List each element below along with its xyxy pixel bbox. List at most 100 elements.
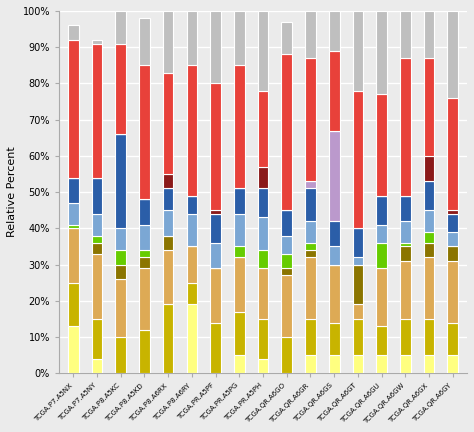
Bar: [329, 130, 339, 221]
Bar: [305, 11, 316, 58]
Bar: [210, 210, 221, 214]
Bar: [234, 246, 245, 257]
Bar: [376, 196, 387, 225]
Bar: [234, 188, 245, 214]
Bar: [115, 250, 126, 264]
Bar: [400, 246, 410, 261]
Bar: [68, 25, 79, 40]
Bar: [282, 254, 292, 268]
Bar: [115, 229, 126, 250]
Bar: [376, 268, 387, 326]
Bar: [187, 65, 197, 196]
Bar: [115, 44, 126, 134]
Bar: [210, 268, 221, 323]
Bar: [329, 246, 339, 264]
Bar: [424, 58, 435, 156]
Bar: [210, 243, 221, 268]
Bar: [305, 188, 316, 221]
Bar: [258, 167, 268, 188]
Bar: [258, 319, 268, 359]
Bar: [447, 11, 458, 98]
Bar: [91, 178, 102, 214]
Bar: [139, 330, 150, 373]
Bar: [210, 11, 221, 83]
Bar: [210, 214, 221, 243]
Bar: [91, 243, 102, 254]
Bar: [282, 235, 292, 254]
Bar: [447, 246, 458, 261]
Bar: [210, 83, 221, 210]
Bar: [305, 319, 316, 355]
Bar: [282, 337, 292, 373]
Bar: [447, 355, 458, 373]
Bar: [353, 229, 363, 257]
Bar: [91, 44, 102, 178]
Bar: [353, 319, 363, 355]
Bar: [400, 319, 410, 355]
Bar: [139, 65, 150, 199]
Bar: [376, 94, 387, 196]
Bar: [424, 232, 435, 243]
Bar: [258, 359, 268, 373]
Bar: [282, 268, 292, 276]
Bar: [187, 214, 197, 246]
Bar: [91, 40, 102, 44]
Bar: [329, 323, 339, 355]
Bar: [424, 181, 435, 210]
Bar: [258, 11, 268, 91]
Bar: [424, 11, 435, 58]
Bar: [163, 11, 173, 73]
Bar: [424, 319, 435, 355]
Bar: [424, 210, 435, 232]
Bar: [115, 134, 126, 229]
Bar: [68, 203, 79, 225]
Bar: [187, 283, 197, 305]
Bar: [68, 283, 79, 326]
Bar: [139, 250, 150, 257]
Bar: [187, 11, 197, 65]
Bar: [400, 11, 410, 58]
Bar: [234, 257, 245, 311]
Bar: [376, 355, 387, 373]
Bar: [68, 225, 79, 229]
Y-axis label: Relative Percent: Relative Percent: [7, 147, 17, 238]
Bar: [68, 40, 79, 178]
Bar: [163, 73, 173, 174]
Bar: [163, 188, 173, 210]
Bar: [447, 210, 458, 214]
Bar: [139, 199, 150, 225]
Bar: [234, 214, 245, 246]
Bar: [376, 243, 387, 268]
Bar: [424, 355, 435, 373]
Bar: [115, 337, 126, 373]
Bar: [329, 51, 339, 130]
Bar: [305, 181, 316, 188]
Bar: [68, 178, 79, 203]
Bar: [187, 305, 197, 373]
Bar: [305, 250, 316, 257]
Bar: [329, 355, 339, 373]
Bar: [139, 268, 150, 330]
Bar: [424, 243, 435, 257]
Bar: [258, 268, 268, 319]
Bar: [447, 214, 458, 232]
Bar: [353, 355, 363, 373]
Bar: [400, 196, 410, 221]
Bar: [163, 235, 173, 250]
Bar: [282, 22, 292, 54]
Bar: [329, 221, 339, 246]
Bar: [376, 11, 387, 94]
Bar: [91, 359, 102, 373]
Bar: [305, 58, 316, 181]
Bar: [424, 257, 435, 319]
Bar: [282, 210, 292, 235]
Bar: [376, 326, 387, 355]
Bar: [91, 214, 102, 235]
Bar: [187, 196, 197, 214]
Bar: [68, 326, 79, 373]
Bar: [258, 250, 268, 268]
Bar: [400, 221, 410, 243]
Bar: [258, 188, 268, 217]
Bar: [353, 264, 363, 305]
Bar: [139, 225, 150, 250]
